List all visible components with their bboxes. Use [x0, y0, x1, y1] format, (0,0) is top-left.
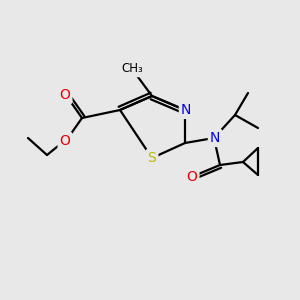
Text: S: S [148, 151, 156, 165]
Text: CH₃: CH₃ [121, 62, 143, 76]
Text: N: N [210, 131, 220, 145]
Text: O: O [60, 134, 70, 148]
Text: O: O [60, 88, 70, 102]
Text: N: N [181, 103, 191, 117]
Text: O: O [187, 170, 197, 184]
